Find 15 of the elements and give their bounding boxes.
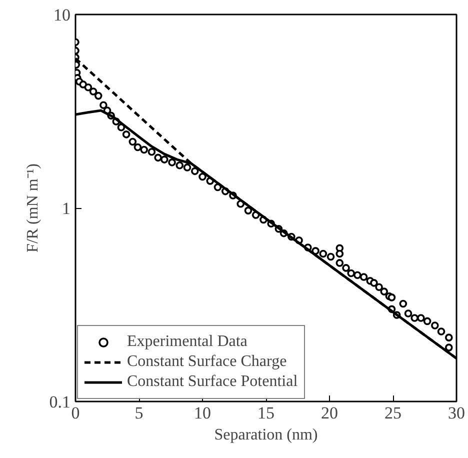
y-tick-label: 0.1	[49, 392, 70, 412]
y-tick-label: 10	[54, 6, 70, 24]
x-tick-label: 15	[258, 404, 274, 422]
x-tick-label: 30	[448, 404, 465, 422]
x-tick-label: 5	[134, 404, 144, 422]
x-tick-label: 25	[384, 404, 402, 422]
x-tick-label: 10	[194, 404, 211, 422]
y-tick-label: 1	[62, 199, 70, 218]
legend-label: Experimental Data	[127, 333, 248, 351]
legend-label: Constant Surface Charge	[127, 353, 287, 371]
y-axis-title: F/R (mN m⁻¹)	[24, 164, 42, 252]
x-axis-title: Separation (nm)	[214, 426, 318, 444]
x-tick-label: 20	[321, 404, 338, 422]
x-tick-label: 0	[71, 404, 80, 422]
legend-label: Constant Surface Potential	[127, 373, 298, 391]
